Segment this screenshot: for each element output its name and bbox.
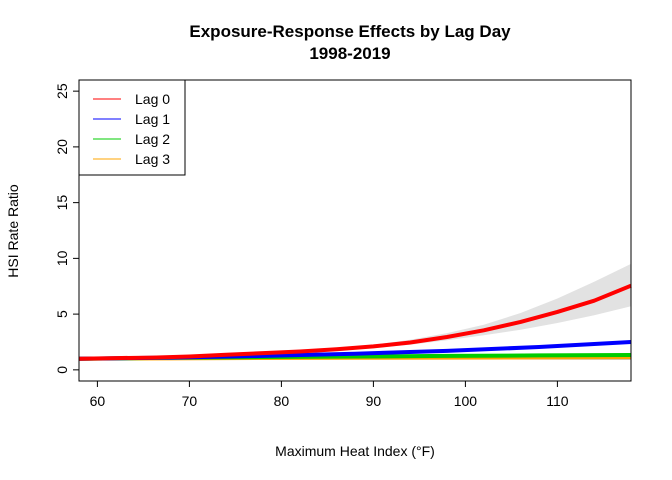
y-axis: 0 5 10 15 20 25 (54, 83, 79, 374)
legend: Lag 0 Lag 1 Lag 2 Lag 3 (78, 79, 186, 176)
plot-frame (78, 79, 632, 382)
x-tick-label: 110 (546, 393, 569, 409)
legend-label: Lag 3 (135, 151, 170, 167)
y-tick-label: 25 (54, 83, 70, 99)
legend-label: Lag 0 (135, 91, 170, 107)
ci-layer (79, 263, 631, 359)
line-layer (78, 283, 632, 361)
y-axis-label: HSI Rate Ratio (5, 184, 21, 278)
x-tick-label: 80 (274, 393, 290, 409)
y-tick-label: 10 (54, 250, 70, 266)
chart-subtitle: 1998-2019 (309, 44, 390, 63)
x-axis-label: Maximum Heat Index (°F) (275, 443, 435, 459)
ci-band-0 (79, 263, 631, 359)
y-tick-label: 20 (54, 139, 70, 155)
legend-label: Lag 1 (135, 111, 170, 127)
y-tick-label: 15 (54, 195, 70, 211)
x-axis: 60 70 80 90 100 110 (90, 381, 569, 409)
x-tick-label: 90 (366, 393, 382, 409)
x-tick-label: 70 (182, 393, 198, 409)
y-tick-label: 5 (54, 310, 70, 318)
chart-title: Exposure-Response Effects by Lag Day (189, 22, 511, 41)
x-tick-label: 60 (90, 393, 106, 409)
x-tick-label: 100 (454, 393, 478, 409)
y-tick-label: 0 (54, 366, 70, 374)
legend-label: Lag 2 (135, 131, 170, 147)
series-line-lag-0 (78, 283, 632, 361)
